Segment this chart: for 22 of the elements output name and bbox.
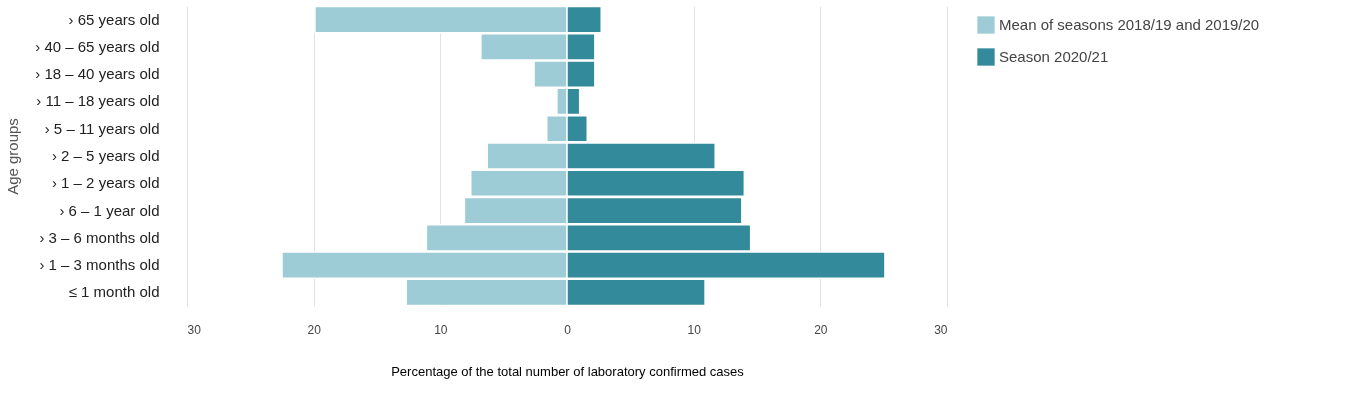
x-tick-label: 20 bbox=[307, 322, 322, 337]
y-axis-title: Age groups bbox=[4, 118, 22, 195]
x-axis-title: Percentage of the total number of laboratory confirmed cases bbox=[391, 363, 745, 379]
y-tick-label: › 11 – 18 years old bbox=[36, 92, 160, 110]
legend-label: Mean of seasons 2018/19 and 2019/20 bbox=[999, 16, 1260, 33]
y-tick-label: › 6 – 1 year old bbox=[59, 201, 160, 219]
y-tick-label: › 3 – 6 months old bbox=[39, 228, 160, 246]
x-tick-label: 0 bbox=[564, 322, 572, 337]
x-tick-label: 10 bbox=[434, 322, 448, 337]
x-tick-label: 30 bbox=[187, 322, 202, 337]
y-tick-label: › 65 years old bbox=[68, 10, 160, 28]
y-tick-label: › 2 – 5 years old bbox=[51, 147, 160, 164]
y-tick-label: › 40 – 65 years old bbox=[35, 37, 160, 55]
y-tick-label: › 1 – 3 months old bbox=[39, 256, 160, 274]
y-tick-label: › 1 – 2 years old bbox=[51, 174, 160, 192]
x-tick-label: 20 bbox=[814, 322, 828, 337]
y-tick-label: ≤ 1 month old bbox=[68, 283, 160, 301]
legend-label: Season 2020/21 bbox=[999, 48, 1109, 65]
y-tick-label: › 18 – 40 years old bbox=[35, 65, 160, 83]
x-tick-label: 10 bbox=[687, 322, 702, 337]
x-tick-label: 30 bbox=[934, 322, 948, 337]
y-tick-label: › 5 – 11 years old bbox=[44, 119, 160, 137]
